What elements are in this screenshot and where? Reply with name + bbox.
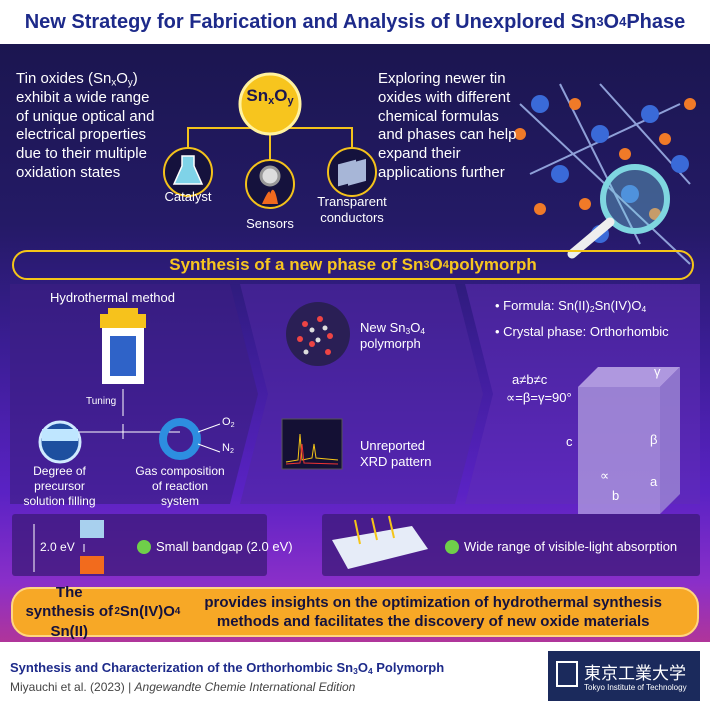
institution: 東京工業大学 xyxy=(584,664,686,684)
intro-right: Exploring newer tin oxides with differen… xyxy=(378,70,517,181)
factor: Gas composition of reaction system xyxy=(135,464,225,508)
text-part: ) exhibit a wide range of unique optical… xyxy=(16,70,155,181)
angles: ∝=β=γ=90° xyxy=(506,390,572,405)
text-part: O xyxy=(603,10,620,33)
journal: Angewandte Chemie International Edition xyxy=(134,680,356,694)
text-part: polymorph xyxy=(448,255,537,274)
tuning-label: Tuning xyxy=(86,396,117,407)
edge-label: a xyxy=(650,474,658,489)
subscript: x xyxy=(111,77,117,89)
illustrations xyxy=(10,72,700,637)
text-part: polymorph xyxy=(360,336,421,352)
text-part: Synthesis and Characterization of the Or… xyxy=(10,660,354,675)
text-part: provides insights on the optimization of… xyxy=(204,593,662,631)
logo-mark xyxy=(556,661,578,687)
text-part: O xyxy=(116,70,128,87)
application: Sensors xyxy=(246,216,294,231)
text-part: O xyxy=(357,660,368,675)
text-part: The synthesis of Sn(II) xyxy=(25,583,113,640)
angle-label: ∝ xyxy=(600,468,610,483)
subscript: y xyxy=(127,77,133,89)
text-part: Tin oxides (Sn xyxy=(16,70,112,87)
text-part: Formula: Sn(II) xyxy=(503,298,590,313)
synthesis-heading: Synthesis of a new phase of Sn 3 O 4 polymo… xyxy=(12,250,694,280)
text-part: Sn xyxy=(246,86,269,105)
method-title: Hydrothermal method xyxy=(50,290,175,305)
text-part: Polymorph xyxy=(372,660,445,675)
center-label: SnxOy xyxy=(240,86,300,106)
phase-text: Crystal phase: Orthorhombic xyxy=(503,324,669,339)
edge-label: c xyxy=(566,434,573,449)
text-part: O xyxy=(222,416,231,428)
text-part: O xyxy=(274,86,288,105)
text-part: O xyxy=(410,320,421,335)
logo: 東京工業大学 Tokyo Institute of Technology xyxy=(548,651,700,701)
text-part: Synthesis of a new phase of Sn xyxy=(169,255,424,274)
property: Wide range of visible-light absorption xyxy=(464,539,678,554)
text-part: Sn(IV)O xyxy=(594,298,642,313)
text-part: Sn(IV)O xyxy=(119,603,175,621)
application: Transparent conductors xyxy=(317,194,387,226)
gas: N2 xyxy=(222,442,234,456)
property: Small bandgap (2.0 eV) xyxy=(156,539,293,554)
result: New Sn3O4 polymorph xyxy=(360,320,450,353)
subscript: 4 xyxy=(420,326,426,337)
subscript: 2 xyxy=(230,420,235,429)
subscript: 4 xyxy=(641,304,647,315)
application: Catalyst xyxy=(164,189,212,204)
institution-en: Tokyo Institute of Technology xyxy=(584,683,687,692)
angle-label: γ xyxy=(654,364,661,379)
text-part: New Strategy for Fabrication and Analysi… xyxy=(24,10,597,33)
title: New Strategy for Fabrication and Analysi… xyxy=(24,10,686,33)
paper-title: Synthesis and Characterization of the Or… xyxy=(10,660,444,675)
formula-text: Formula: Sn(II)2Sn(IV)O4 xyxy=(503,298,646,313)
subscript: 3 xyxy=(405,326,411,337)
subscript: 3 xyxy=(353,666,358,677)
separator: | xyxy=(128,680,132,694)
subscript: 2 xyxy=(229,446,234,455)
gas: O2 xyxy=(222,416,235,430)
citation: Miyauchi et al. (2023) | Angewandte Chem… xyxy=(10,680,355,694)
intro-left: Tin oxides (SnxOy) exhibit a wide range … xyxy=(16,70,166,183)
conclusion: The synthesis of Sn(II) 2 Sn(IV)O 4 provide… xyxy=(24,584,686,640)
authors: Miyauchi et al. (2023) xyxy=(10,680,125,694)
text-part: O xyxy=(429,255,443,274)
text-part: New Sn xyxy=(360,320,406,335)
phase: • Crystal phase: Orthorhombic xyxy=(495,324,669,339)
result: Unreported XRD pattern xyxy=(360,438,432,470)
factor: Degree of precursor solution filling xyxy=(23,464,96,508)
text-part: N xyxy=(222,442,230,454)
subscript: 4 xyxy=(367,666,373,677)
subscript: y xyxy=(287,94,294,107)
subscript: 2 xyxy=(589,304,595,315)
bandgap-label: 2.0 eV xyxy=(40,540,75,554)
angle-label: β xyxy=(650,432,658,447)
subscript: x xyxy=(268,94,275,107)
text-part: Phase xyxy=(626,10,686,33)
edge-label: b xyxy=(612,488,620,503)
main-panel: Tin oxides (SnxOy) exhibit a wide range … xyxy=(0,44,710,642)
lattice: a≠b≠c xyxy=(512,372,548,387)
formula: • Formula: Sn(II)2Sn(IV)O4 xyxy=(495,298,647,315)
